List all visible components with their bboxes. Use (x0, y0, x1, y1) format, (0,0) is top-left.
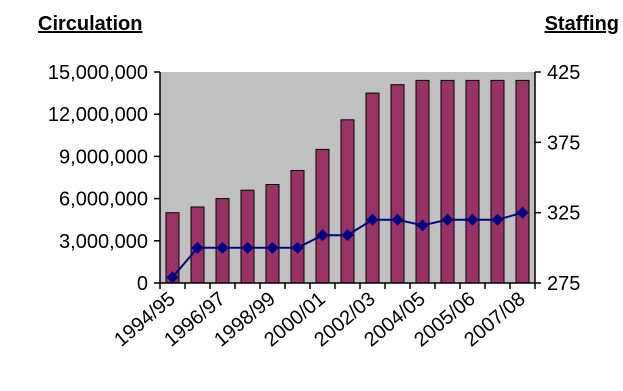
circulation-bar (215, 198, 230, 284)
right-y-tick-labels: 275 325 375 425 (535, 62, 580, 295)
left-axis-title: Circulation (38, 13, 142, 35)
staffing-marker (466, 213, 479, 226)
left-y-tick-label: 3,000,000 (59, 231, 148, 253)
staffing-marker (391, 213, 404, 226)
circulation-bar (290, 170, 305, 284)
right-y-tick-label: 325 (547, 203, 580, 225)
x-tick-labels: 1994/951996/971998/992000/012002/032004/… (110, 283, 536, 351)
circulation-bar (415, 79, 430, 284)
right-axis-title: Staffing (545, 13, 619, 35)
circulation-bar (240, 189, 255, 284)
staffing-marker (441, 213, 454, 226)
circulation-bar (440, 79, 455, 284)
right-y-tick-label: 275 (547, 273, 580, 295)
staffing-marker (491, 213, 504, 226)
circulation-bar (490, 79, 505, 284)
left-y-tick-labels: 0 3,000,000 6,000,000 9,000,000 12,000,000 15… (48, 62, 160, 295)
staffing-marker (291, 241, 304, 254)
staffing-marker (191, 241, 204, 254)
circulation-bar (265, 184, 280, 284)
left-y-tick-label: 15,000,000 (48, 62, 148, 84)
staffing-line-group (166, 206, 529, 284)
staffing-marker (516, 206, 529, 219)
left-y-tick-label: 9,000,000 (59, 146, 148, 168)
staffing-marker (266, 241, 279, 254)
staffing-marker (216, 241, 229, 254)
right-y-tick-label: 375 (547, 132, 580, 154)
staffing-marker (316, 229, 329, 242)
right-y-tick-label: 425 (547, 62, 580, 84)
circulation-bar (365, 92, 380, 284)
staffing-marker (341, 229, 354, 242)
left-y-tick-label: 12,000,000 (48, 104, 148, 126)
circulation-bar (465, 79, 480, 284)
circulation-bar (515, 79, 530, 284)
circulation-bar (340, 119, 355, 284)
circulation-bar (390, 84, 405, 284)
staffing-marker (366, 213, 379, 226)
circulation-bar (315, 148, 330, 284)
staffing-marker (166, 271, 179, 284)
left-y-tick-label: 6,000,000 (59, 189, 148, 211)
staffing-marker (241, 241, 254, 254)
axes (159, 72, 536, 284)
staffing-marker (416, 219, 429, 232)
left-y-tick-label: 0 (137, 273, 148, 295)
